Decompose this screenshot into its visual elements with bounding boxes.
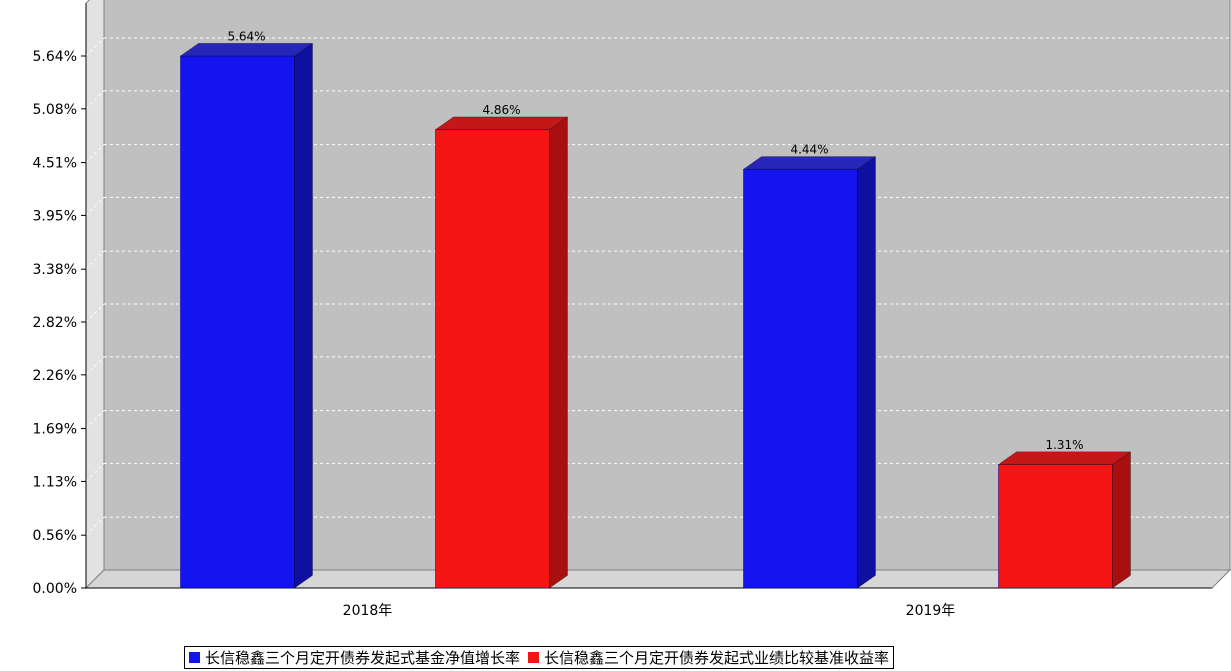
- grid-line-side: [85, 250, 105, 270]
- y-tick-label: 1.13%: [33, 474, 77, 490]
- bar-front: [998, 464, 1113, 589]
- legend-label-benchmark: 长信稳鑫三个月定开债券发起式业绩比较基准收益率: [544, 649, 890, 667]
- grid-line-side: [85, 410, 105, 429]
- legend-swatch-nav-growth: [189, 652, 200, 663]
- bar-value-label: 5.64%: [227, 29, 265, 43]
- y-tick-label: 2.26%: [33, 368, 77, 384]
- bar-front: [180, 55, 295, 589]
- bar-top: [180, 43, 313, 57]
- bar-value-label: 4.44%: [790, 143, 828, 157]
- grid-line-side: [85, 197, 105, 216]
- y-tick-label: 5.08%: [33, 102, 77, 118]
- grid-line-side: [85, 37, 105, 57]
- x-category-label: 2018年: [343, 603, 393, 619]
- bar-side: [857, 156, 876, 589]
- bar-top: [743, 156, 876, 170]
- legend: 长信稳鑫三个月定开债券发起式基金净值增长率 长信稳鑫三个月定开债券发起式业绩比较…: [184, 646, 895, 669]
- bar-value-label: 1.31%: [1045, 438, 1083, 452]
- x-category-label: 2019年: [906, 603, 956, 619]
- bar-front: [435, 129, 550, 589]
- grid-line-side: [85, 463, 105, 482]
- bar-front: [743, 168, 858, 589]
- legend-label-nav-growth: 长信稳鑫三个月定开债券发起式基金净值增长率: [205, 649, 521, 667]
- grid-line-side: [85, 516, 105, 536]
- bar-top: [435, 116, 568, 130]
- y-tick-label: 1.69%: [33, 422, 77, 438]
- y-tick-label: 3.38%: [33, 262, 77, 278]
- bar-side: [1112, 451, 1131, 589]
- y-tick-label: 4.51%: [33, 156, 77, 172]
- bar-value-label: 4.86%: [482, 103, 520, 117]
- y-tick-label: 3.95%: [33, 208, 77, 224]
- legend-item-nav-growth: 长信稳鑫三个月定开债券发起式基金净值增长率: [189, 647, 520, 668]
- legend-item-benchmark: 长信稳鑫三个月定开债券发起式业绩比较基准收益率: [528, 647, 889, 668]
- y-tick-label: 2.82%: [33, 315, 77, 331]
- bar-side: [549, 116, 568, 589]
- y-tick-label: 0.00%: [33, 581, 77, 597]
- plot-side-wall: [85, 0, 105, 590]
- bar-side: [294, 43, 313, 589]
- legend-swatch-benchmark: [528, 652, 540, 663]
- grid-line-side: [85, 303, 105, 323]
- y-tick-label: 5.64%: [33, 49, 77, 65]
- y-tick-label: 0.56%: [33, 528, 77, 544]
- grid-line-side: [85, 90, 105, 110]
- grid-line-side: [85, 144, 105, 163]
- grid-line-side: [85, 356, 105, 376]
- bar-top: [998, 451, 1131, 465]
